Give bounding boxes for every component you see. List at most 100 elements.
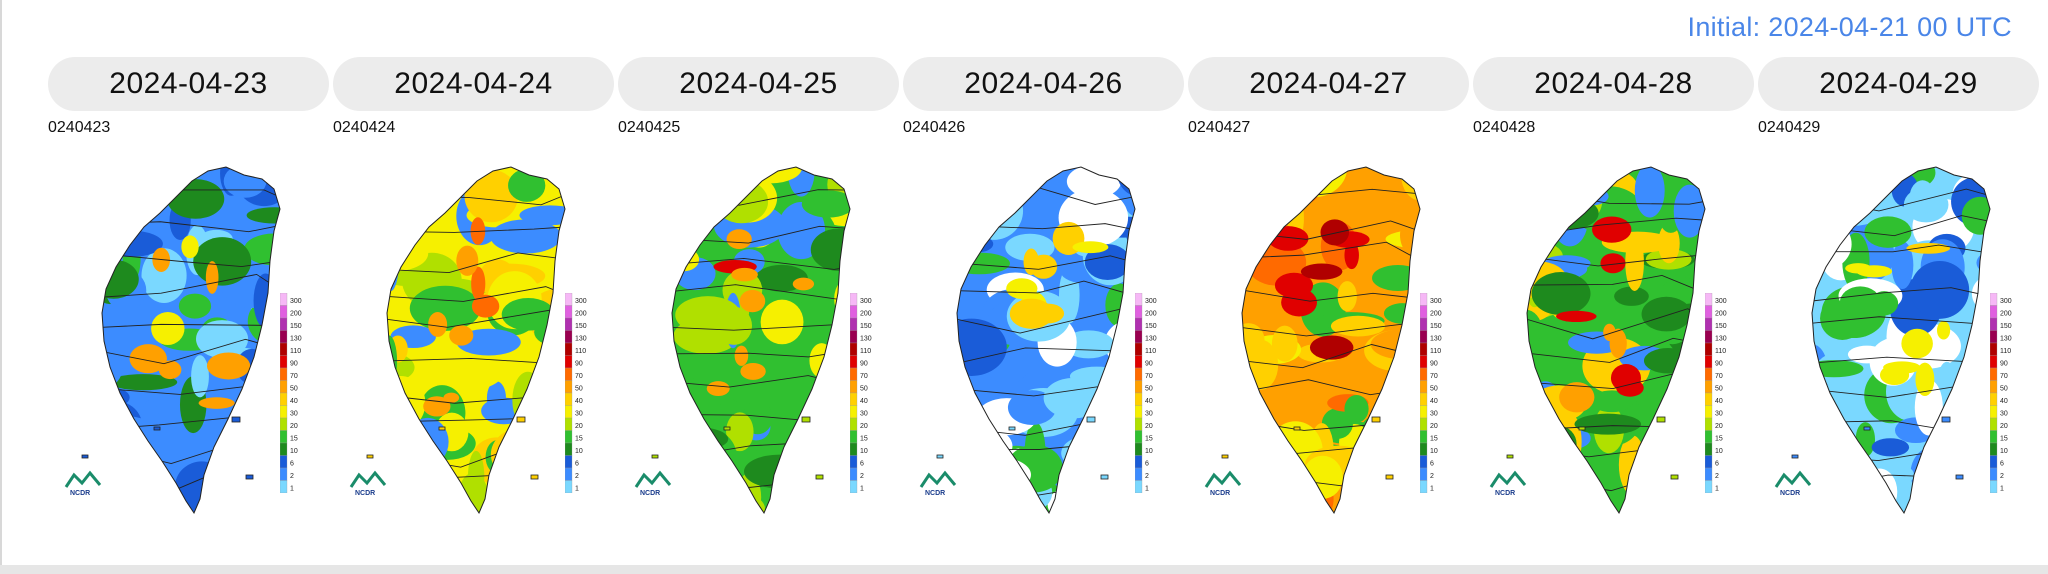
scale-label: 130 xyxy=(2000,336,2012,343)
scale-swatch xyxy=(1705,405,1713,419)
date-tab[interactable]: 2024-04-27 xyxy=(1188,57,1469,111)
scale-swatch xyxy=(1135,480,1143,493)
scale-label: 90 xyxy=(1145,361,1153,368)
scale-swatch xyxy=(1135,330,1143,344)
scale-swatch xyxy=(1420,430,1428,444)
scale-swatch xyxy=(1705,467,1713,481)
scale-label: 15 xyxy=(1430,436,1438,443)
date-tab[interactable]: 2024-04-28 xyxy=(1473,57,1754,111)
scale-swatch xyxy=(850,405,858,419)
scale-label: 300 xyxy=(290,298,302,305)
ncdr-logo: NCDR xyxy=(349,470,387,497)
scale-label: 70 xyxy=(1715,373,1723,380)
scale-label: 20 xyxy=(2000,423,2008,430)
scale-swatch xyxy=(1705,367,1713,381)
scale-label: 50 xyxy=(290,386,298,393)
scale-swatch xyxy=(565,442,573,456)
scale-label: 6 xyxy=(575,461,579,468)
scale-label: 130 xyxy=(1145,336,1157,343)
scale-label: 110 xyxy=(860,348,871,355)
scale-label: 2 xyxy=(1430,473,1434,480)
scale-label: 90 xyxy=(575,361,583,368)
scale-label: 10 xyxy=(290,448,298,455)
scale-label: 300 xyxy=(1430,298,1442,305)
date-tab[interactable]: 2024-04-23 xyxy=(48,57,329,111)
scale-swatch xyxy=(565,455,573,469)
scale-swatch xyxy=(1990,417,1998,431)
scale-label: 130 xyxy=(1715,336,1727,343)
scale-swatch xyxy=(1135,417,1143,431)
scale-label: 2 xyxy=(860,473,864,480)
scale-label: 200 xyxy=(290,311,302,318)
scale-label: 30 xyxy=(1715,411,1723,418)
scale-swatch xyxy=(565,293,573,306)
scale-swatch xyxy=(565,392,573,406)
scale-swatch xyxy=(850,355,858,369)
scale-label: 70 xyxy=(1430,373,1438,380)
scale-swatch xyxy=(1705,330,1713,344)
bottom-scrollbar[interactable] xyxy=(0,565,2048,574)
scale-label: 200 xyxy=(2000,311,2012,318)
map-code-label: 0240423 xyxy=(48,119,111,136)
scale-label: 1 xyxy=(575,486,579,493)
scale-swatch xyxy=(1135,317,1143,331)
scale-label: 40 xyxy=(1145,398,1153,405)
scale-swatch xyxy=(565,467,573,481)
scale-label: 50 xyxy=(2000,386,2008,393)
scale-label: 1 xyxy=(2000,486,2004,493)
date-tab[interactable]: 2024-04-26 xyxy=(903,57,1184,111)
map-code-label: 0240428 xyxy=(1473,119,1536,136)
scale-swatch xyxy=(280,442,288,456)
scale-swatch xyxy=(1420,317,1428,331)
scale-swatch xyxy=(1705,293,1713,306)
scale-swatch xyxy=(1990,355,1998,369)
scale-swatch xyxy=(1990,392,1998,406)
scale-swatch xyxy=(280,467,288,481)
scale-label: 6 xyxy=(860,461,864,468)
scale-swatch xyxy=(1990,480,1998,493)
rainfall-color-scale: 300 200 150 130 110 90 70 50 40 30 20 15 10 6 2 1 xyxy=(850,293,872,493)
scale-swatch xyxy=(1135,442,1143,456)
scale-label: 20 xyxy=(1145,423,1153,430)
scale-swatch xyxy=(565,330,573,344)
scale-swatch xyxy=(1420,330,1428,344)
scale-label: 6 xyxy=(1715,461,1719,468)
scale-swatch xyxy=(1135,455,1143,469)
scale-label: 150 xyxy=(2000,323,2012,330)
scale-label: 20 xyxy=(1715,423,1723,430)
scale-label: 30 xyxy=(575,411,583,418)
date-tab[interactable]: 2024-04-25 xyxy=(618,57,899,111)
scale-label: 110 xyxy=(575,348,586,355)
scale-swatch xyxy=(1135,392,1143,406)
scale-label: 15 xyxy=(575,436,583,443)
scale-label: 15 xyxy=(860,436,868,443)
scale-label: 6 xyxy=(1430,461,1434,468)
scale-swatch xyxy=(850,380,858,394)
scale-swatch xyxy=(1420,417,1428,431)
scale-label: 10 xyxy=(1715,448,1723,455)
scale-swatch xyxy=(1420,342,1428,356)
scale-swatch xyxy=(280,355,288,369)
map-code-label: 0240425 xyxy=(618,119,681,136)
scale-swatch xyxy=(1420,442,1428,456)
date-tab[interactable]: 2024-04-24 xyxy=(333,57,614,111)
rainfall-map xyxy=(651,166,851,515)
scale-label: 50 xyxy=(1430,386,1438,393)
scale-label: 150 xyxy=(575,323,587,330)
forecast-panel: 2024-04-24 0240424 300 200 150 130 110 90 70 50 40… xyxy=(333,57,618,557)
scale-swatch xyxy=(1990,330,1998,344)
scale-label: 150 xyxy=(1145,323,1157,330)
scale-label: 110 xyxy=(2000,348,2011,355)
date-tab[interactable]: 2024-04-29 xyxy=(1758,57,2039,111)
scale-label: 15 xyxy=(1715,436,1723,443)
ncdr-logo: NCDR xyxy=(1489,470,1527,497)
scale-label: 6 xyxy=(2000,461,2004,468)
rainfall-map xyxy=(936,166,1136,515)
scale-label: 200 xyxy=(860,311,872,318)
scale-label: 90 xyxy=(290,361,298,368)
scale-swatch xyxy=(1135,467,1143,481)
scale-swatch xyxy=(850,442,858,456)
scale-swatch xyxy=(565,367,573,381)
scale-swatch xyxy=(1420,467,1428,481)
scale-label: 40 xyxy=(860,398,868,405)
